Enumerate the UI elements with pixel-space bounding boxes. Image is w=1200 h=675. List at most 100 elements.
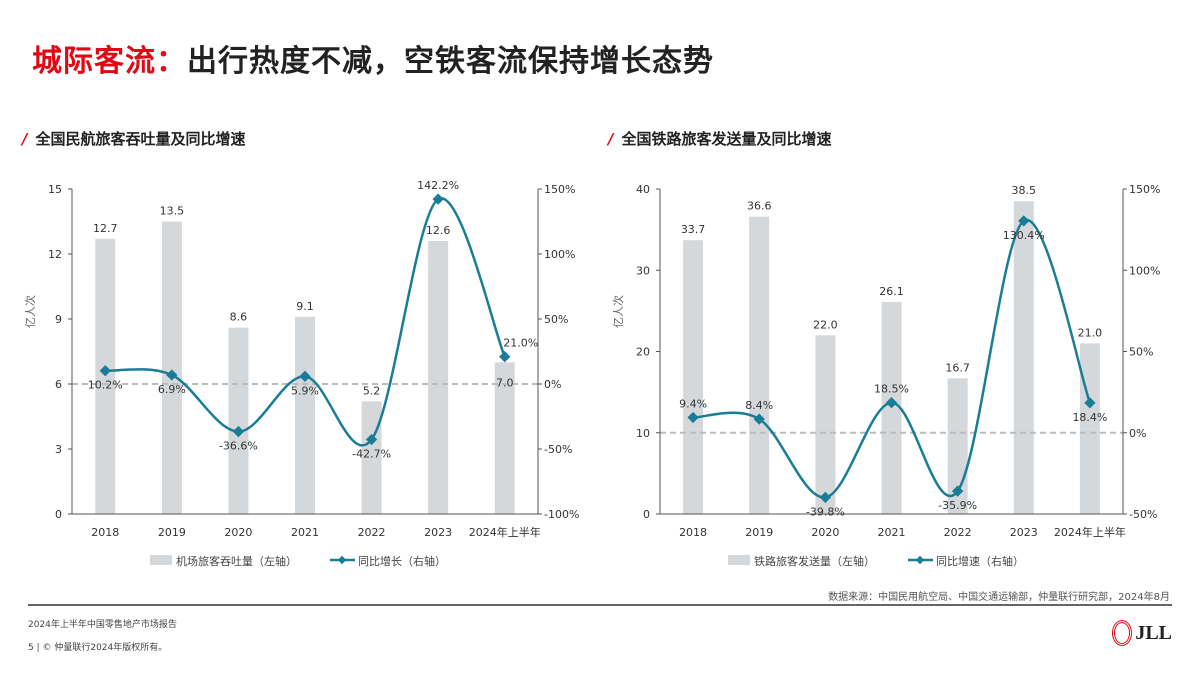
chart2-y-tick: 20: [636, 346, 650, 359]
chart2-x-tick: 2020: [811, 526, 839, 539]
chart1-x-tick: 2024年上半年: [469, 525, 541, 539]
page-title: 城际客流：出行热度不减，空铁客流保持增长态势: [32, 36, 714, 80]
chart1-growth-line: [105, 197, 506, 447]
chart2-line-marker: [687, 411, 699, 424]
chart1-line-label: 5.9%: [291, 384, 319, 397]
chart1-x-tick: 2022: [358, 526, 386, 539]
chart1-bar-label: 5.2: [363, 384, 381, 397]
chart1-x-tick: 2023: [424, 526, 452, 539]
chart2-line-marker: [819, 491, 832, 504]
chart1-y-tick: 0: [55, 508, 62, 521]
chart2-title-text: 全国铁路旅客发送量及同比增速: [621, 130, 832, 148]
chart2-bar: [815, 335, 836, 514]
chart1-bar: [228, 327, 249, 514]
chart2-line-label: 8.4%: [745, 399, 773, 412]
title-rest: 出行热度不减，空铁客流保持增长态势: [187, 44, 714, 79]
chart2-y2-tick: 100%: [1129, 264, 1160, 277]
logo-text: JLL: [1135, 621, 1172, 644]
chart1-x-tick: 2018: [91, 526, 119, 539]
chart2-line-label: -35.9%: [938, 499, 977, 512]
chart1-bar: [161, 221, 182, 514]
chart1-y2-tick: 0%: [544, 378, 561, 391]
chart1-line-label: 10.2%: [88, 379, 123, 392]
chart2-legend-bar-swatch: [728, 555, 750, 565]
chart1-title-text: 全国民航旅客吞吐量及同比增速: [35, 130, 246, 148]
chart1-bar-label: 7.0: [496, 376, 514, 389]
chart1-bar-label: 9.1: [296, 300, 314, 313]
chart1-legend-line-marker: [337, 555, 347, 565]
title-highlight: 城际客流：: [32, 44, 187, 79]
chart2-line-label: 18.5%: [874, 383, 909, 396]
chart2-legend-line-marker: [915, 555, 925, 565]
chart1-legend-bar: 机场旅客吞吐量（左轴）: [176, 554, 297, 568]
jll-logo: JLL: [1112, 620, 1172, 646]
chart1-line-marker: [166, 369, 178, 381]
chart2-line-marker: [885, 397, 898, 409]
chart1-line-marker: [232, 425, 245, 438]
chart1-y2-tick: -50%: [544, 443, 572, 456]
chart2-y-label: 亿人次: [611, 295, 625, 328]
chart1-bar: [95, 238, 116, 515]
chart2-y-tick: 30: [636, 264, 650, 277]
chart2-y-tick: 40: [636, 183, 650, 196]
chart1-title: / 全国民航旅客吞吐量及同比增速: [22, 130, 246, 148]
chart2-bar-label: 33.7: [681, 223, 706, 236]
divider: [28, 604, 1172, 606]
chart1-y-label: 亿人次: [23, 295, 37, 328]
chart2-line-marker: [951, 485, 964, 497]
chart2-y2-tick: 150%: [1129, 183, 1160, 196]
chart2-y2-tick: 0%: [1129, 427, 1146, 440]
chart2-bar: [1013, 201, 1034, 514]
chart1-x-tick: 2019: [158, 526, 186, 539]
chart1-y2-tick: 50%: [544, 313, 568, 326]
data-source: 数据来源：中国民用航空局、中国交通运输部，仲量联行研究部，2024年8月: [828, 592, 1170, 603]
chart1-line-label: 6.9%: [158, 383, 186, 396]
chart1-line-label: -42.7%: [352, 448, 391, 461]
chart2-x-tick: 2021: [878, 526, 906, 539]
chart2-y2-tick: 50%: [1129, 346, 1153, 359]
chart1-line-marker: [432, 193, 444, 205]
chart1-bar-label: 8.6: [230, 311, 248, 324]
chart2-line-marker: [753, 413, 765, 425]
chart2-x-tick: 2019: [745, 526, 773, 539]
report-name: 2024年上半年中国零售地产市场报告: [28, 620, 177, 630]
chart2-line-label: -39.8%: [806, 505, 845, 518]
chart2-y-tick: 0: [643, 508, 650, 521]
chart1-y2-tick: 100%: [544, 248, 575, 261]
chart2-x-tick: 2024年上半年: [1054, 525, 1126, 539]
chart1-line-label: 21.0%: [503, 337, 538, 350]
chart1-bar-label: 12.6: [426, 224, 451, 237]
chart2-y-tick: 10: [636, 427, 650, 440]
chart2-bar-label: 21.0: [1078, 326, 1103, 339]
chart2-bar-label: 36.6: [747, 200, 772, 213]
chart2-line-label: 9.4%: [679, 397, 707, 410]
chart2-title: / 全国铁路旅客发送量及同比增速: [608, 130, 832, 148]
chart2-legend-bar: 铁路旅客发送量（左轴）: [754, 554, 875, 568]
chart1-line-marker: [365, 433, 378, 446]
chart1-x-tick: 2020: [224, 526, 252, 539]
chart1-y2-tick: 150%: [544, 183, 575, 196]
chart1-y2-tick: -100%: [544, 508, 579, 521]
chart2-line-label: 130.4%: [1003, 229, 1045, 242]
chart2-x-tick: 2023: [1010, 526, 1038, 539]
chart1-bar: [295, 316, 315, 514]
chart1-line-marker: [499, 351, 511, 363]
chart2-bar: [683, 240, 704, 514]
chart1-bar: [428, 241, 449, 514]
chart2-bar: [1079, 343, 1100, 514]
chart1-legend-line: 同比增长（右轴）: [358, 554, 446, 568]
chart1-y-tick: 15: [48, 183, 62, 196]
chart1-y-tick: 3: [55, 443, 62, 456]
jll-logo-icon: [1112, 620, 1133, 646]
chart2-bar-label: 16.7: [945, 361, 970, 374]
chart2-line-label: 18.4%: [1072, 411, 1107, 424]
chart1-bar-label: 13.5: [160, 205, 185, 218]
chart1-line-label: -36.6%: [219, 440, 258, 453]
chart1-line-label: 142.2%: [417, 179, 459, 192]
chart2-bar: [749, 216, 770, 514]
chart1-y-tick: 6: [55, 378, 62, 391]
chart1-line-marker: [299, 370, 311, 382]
copyright: 5 | © 仲量联行2024年版权所有。: [28, 643, 168, 653]
chart1-bar: [494, 362, 515, 514]
